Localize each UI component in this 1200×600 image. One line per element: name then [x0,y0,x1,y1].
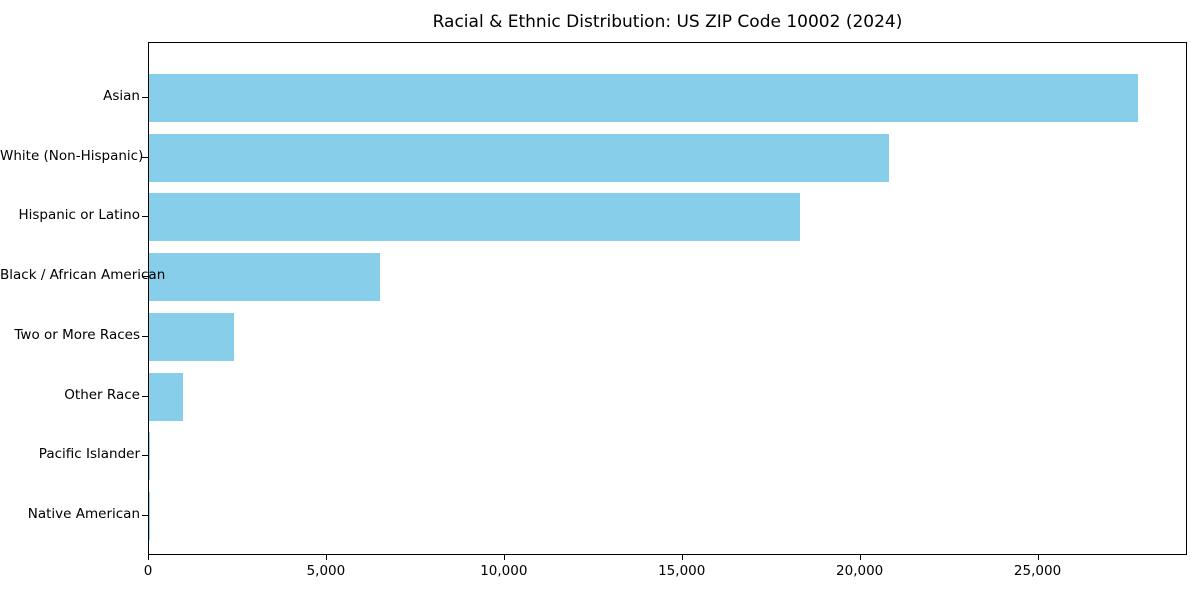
bar [149,312,235,361]
chart-title: Racial & Ethnic Distribution: US ZIP Cod… [432,12,903,32]
y-tick-label: Hispanic or Latino [18,207,140,224]
y-tick-mark [142,455,148,457]
y-tick-mark [142,276,148,278]
bar [149,372,183,421]
y-tick-mark [142,514,148,516]
plot-area [148,42,1187,555]
x-tick-mark [148,555,149,560]
x-tick-label: 10,000 [480,563,528,579]
y-tick-label: Other Race [64,386,140,403]
bar [149,253,381,302]
x-tick-mark [325,555,327,560]
bar [149,491,151,540]
y-tick-mark [142,395,148,397]
x-tick-mark [859,555,861,560]
x-tick-label: 0 [143,563,153,579]
x-tick-mark [503,555,505,560]
x-tick-label: 25,000 [1013,563,1062,579]
y-tick-label: Pacific Islander [38,446,140,463]
y-tick-label: Two or More Races [14,326,140,343]
y-tick-mark [142,156,148,158]
x-tick-mark [681,555,683,560]
y-tick-label: Native American [27,505,140,522]
bar [149,74,1139,122]
y-tick-mark [142,97,148,98]
y-tick-label: Asian [103,88,140,104]
y-tick-mark [142,216,148,218]
x-tick-mark [1037,555,1039,560]
y-tick-label: Black / African American [0,267,166,284]
y-tick-mark [142,335,148,337]
bar [149,193,801,242]
bar [149,133,890,182]
bar [149,432,151,481]
x-tick-label: 20,000 [836,563,884,579]
x-tick-label: 15,000 [658,563,706,579]
y-tick-label: White (Non-Hispanic) [0,147,144,164]
x-tick-label: 5,000 [306,563,346,579]
